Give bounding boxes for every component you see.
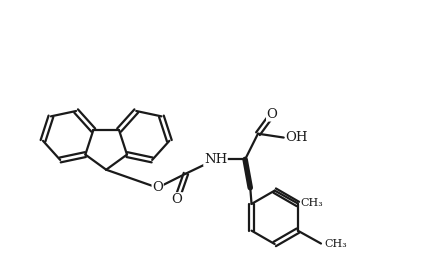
Text: O: O (152, 181, 163, 194)
Text: NH: NH (204, 153, 227, 166)
Text: OH: OH (286, 131, 308, 144)
Text: O: O (171, 193, 182, 206)
Text: O: O (266, 108, 278, 121)
Text: CH₃: CH₃ (324, 239, 347, 248)
Text: CH₃: CH₃ (301, 199, 324, 209)
